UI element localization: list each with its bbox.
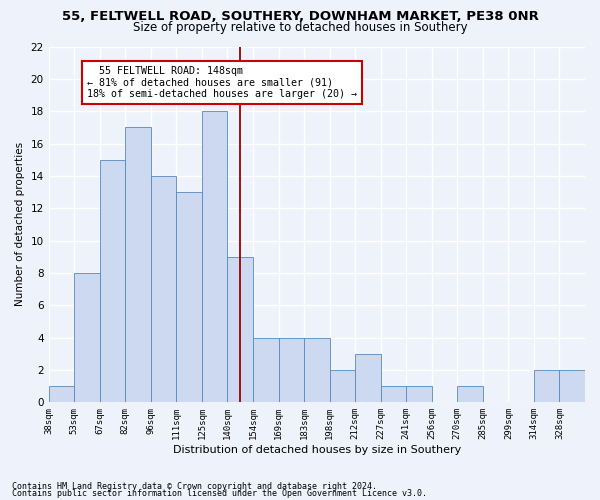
Bar — [227, 257, 253, 402]
Bar — [49, 386, 74, 402]
Bar — [202, 111, 227, 403]
Bar — [406, 386, 432, 402]
Bar — [534, 370, 559, 402]
Bar — [74, 273, 100, 402]
Text: 55 FELTWELL ROAD: 148sqm
← 81% of detached houses are smaller (91)
18% of semi-d: 55 FELTWELL ROAD: 148sqm ← 81% of detach… — [87, 66, 357, 99]
Bar — [151, 176, 176, 402]
Y-axis label: Number of detached properties: Number of detached properties — [15, 142, 25, 306]
Text: Contains public sector information licensed under the Open Government Licence v3: Contains public sector information licen… — [12, 489, 427, 498]
Bar — [176, 192, 202, 402]
Bar — [380, 386, 406, 402]
Text: Contains HM Land Registry data © Crown copyright and database right 2024.: Contains HM Land Registry data © Crown c… — [12, 482, 377, 491]
Bar — [125, 128, 151, 402]
Text: 55, FELTWELL ROAD, SOUTHERY, DOWNHAM MARKET, PE38 0NR: 55, FELTWELL ROAD, SOUTHERY, DOWNHAM MAR… — [62, 10, 538, 23]
Bar — [559, 370, 585, 402]
Bar — [355, 354, 380, 403]
Bar — [457, 386, 483, 402]
Text: Size of property relative to detached houses in Southery: Size of property relative to detached ho… — [133, 21, 467, 34]
Bar — [253, 338, 278, 402]
Bar — [278, 338, 304, 402]
X-axis label: Distribution of detached houses by size in Southery: Distribution of detached houses by size … — [173, 445, 461, 455]
Bar — [100, 160, 125, 402]
Bar — [304, 338, 329, 402]
Bar — [329, 370, 355, 402]
